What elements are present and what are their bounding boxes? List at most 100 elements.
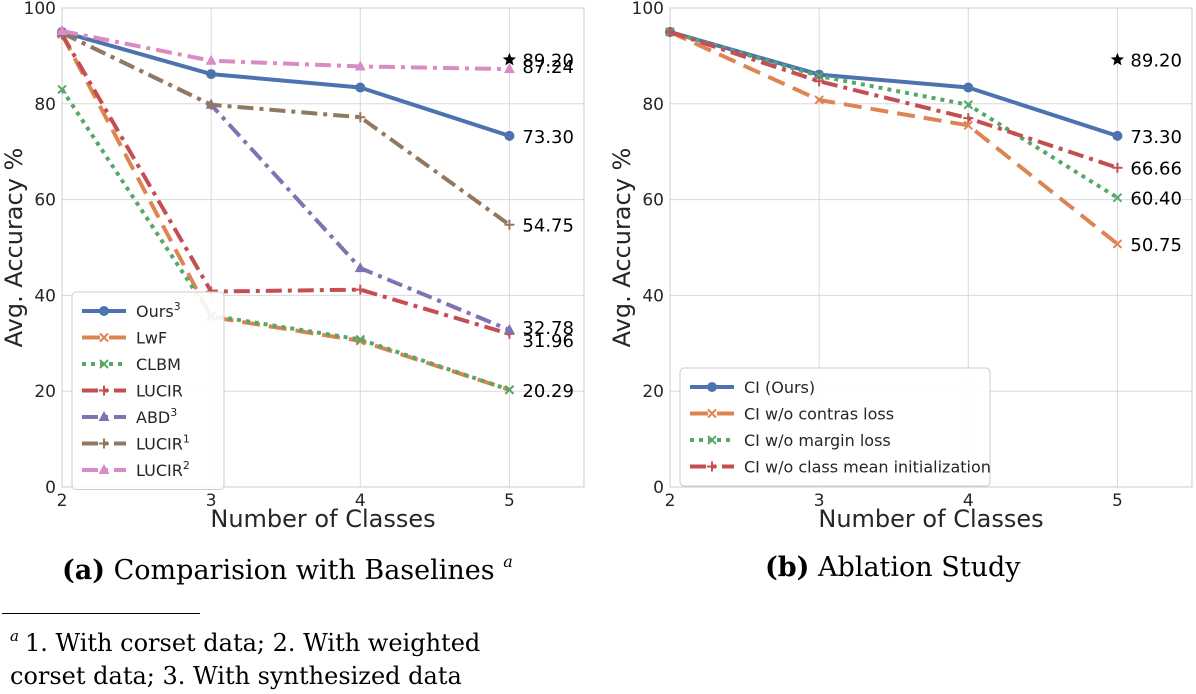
legend-marker <box>707 382 717 392</box>
x-tick-label: 3 <box>814 491 825 511</box>
data-label: 31.96 <box>522 331 574 352</box>
legend-marker <box>707 408 717 419</box>
data-point <box>1112 239 1123 249</box>
data-point <box>206 99 217 110</box>
legend-marker <box>99 385 109 396</box>
series-line <box>669 30 1119 246</box>
data-point <box>355 112 366 123</box>
caption-b: (b) Ablation Study <box>765 552 1021 583</box>
legend-marker <box>707 461 717 472</box>
data-label: 87.24 <box>522 57 574 78</box>
legend-label: CI w/o margin loss <box>744 431 891 450</box>
data-point <box>963 100 973 110</box>
data-point <box>503 63 515 74</box>
x-axis-label: Number of Classes <box>210 505 435 533</box>
data-point <box>1112 162 1123 173</box>
legend-marker <box>99 438 109 449</box>
y-tick-label: 40 <box>34 286 56 306</box>
plot-frame <box>669 7 1193 488</box>
star-point <box>1110 52 1125 66</box>
data-point <box>504 219 515 230</box>
data-label: 89.20 <box>522 51 574 72</box>
series-line <box>669 30 1119 170</box>
data-point <box>814 76 825 87</box>
y-tick-label: 60 <box>642 191 664 211</box>
y-tick-label: 0 <box>45 478 56 498</box>
footnote: a 1. With corset data; 2. With weighted c… <box>10 620 610 693</box>
data-point <box>665 26 675 37</box>
data-point <box>354 60 366 71</box>
footnote-line-1: 1. With corset data; 2. With weighted <box>24 629 481 657</box>
x-tick-label: 5 <box>1112 491 1123 511</box>
data-point <box>355 336 365 346</box>
legend-marker <box>99 359 109 369</box>
legend-superscript: 1 <box>183 433 190 446</box>
series-line <box>61 31 511 332</box>
legend-label: ABD3 <box>136 406 177 427</box>
star-point <box>502 52 517 66</box>
legend-box <box>71 291 225 490</box>
data-point <box>963 82 974 93</box>
y-tick-label: 20 <box>34 382 56 402</box>
legend-marker <box>707 435 717 445</box>
caption-a: (a) Comparision with Baselines a <box>62 552 513 586</box>
data-point <box>504 385 515 395</box>
data-point <box>205 54 217 65</box>
data-label: 89.20 <box>1130 51 1182 72</box>
data-point <box>814 95 824 105</box>
chart-panel-a: 0 20 40 60 80 100 2 3 4 5 Number of Classes Avg. Ac… <box>0 0 585 533</box>
data-point <box>206 69 217 80</box>
footnote-line-2: corset data; 3. With synthesized data <box>10 662 462 690</box>
legend-marker <box>98 464 110 474</box>
series-line <box>669 30 1119 138</box>
legend-label: CI w/o contras loss <box>744 405 894 424</box>
legend-superscript: 2 <box>183 459 190 472</box>
legend: CI (Ours) CI w/o contras loss CI w/o margi… <box>679 367 991 487</box>
series-3 <box>665 26 1123 173</box>
legend-marker <box>99 332 109 343</box>
data-point <box>503 323 515 334</box>
chart-panel-b: 0 20 40 60 80 100 2 3 4 5 Number of Classes Avg. Ac… <box>608 0 1193 533</box>
data-point <box>1112 192 1123 203</box>
series-0 <box>665 26 1123 141</box>
y-tick-label: 80 <box>34 95 56 115</box>
data-point <box>1112 130 1123 141</box>
data-point <box>355 284 366 295</box>
series-1 <box>665 27 1123 249</box>
data-label: 54.75 <box>522 216 574 237</box>
x-tick-label: 5 <box>504 491 515 511</box>
data-label: 73.30 <box>1130 127 1182 148</box>
data-point <box>56 24 68 35</box>
x-tick-label: 4 <box>355 491 366 511</box>
legend-label: LwF <box>136 329 167 348</box>
data-label: 20.29 <box>522 381 574 402</box>
legend-marker <box>99 306 109 316</box>
legend-box <box>679 367 991 487</box>
data-point <box>504 130 515 141</box>
footnote-rule <box>2 613 200 614</box>
data-point <box>963 120 973 131</box>
legend-label: LUCIR2 <box>136 459 190 480</box>
data-point <box>963 113 974 124</box>
y-tick-label: 80 <box>642 95 664 115</box>
legend-label: LUCIR1 <box>136 433 190 454</box>
legend-label: CI w/o class mean initialization <box>744 458 991 477</box>
x-axis-label: Number of Classes <box>818 505 1043 533</box>
footnote-marker: a <box>10 627 19 645</box>
legend-label: Ours3 <box>136 300 181 321</box>
y-tick-label: 40 <box>642 286 664 306</box>
data-point <box>354 262 366 273</box>
series-6 <box>56 24 515 74</box>
y-tick-label: 0 <box>653 478 664 498</box>
legend: Ours3 LwF CLBM LUCIR ABD3 LUCIR1 LUCIR2 <box>71 291 225 490</box>
data-label: 66.66 <box>1130 159 1182 180</box>
x-tick-label: 3 <box>206 491 217 511</box>
data-point <box>355 334 365 345</box>
y-axis-label: Avg. Accuracy % <box>608 148 636 348</box>
data-label: 50.75 <box>1130 235 1182 256</box>
x-tick-label: 2 <box>665 491 676 511</box>
x-tick-label: 4 <box>963 491 974 511</box>
y-tick-label: 60 <box>34 191 56 211</box>
data-label: 73.30 <box>522 127 574 148</box>
series-line <box>61 31 511 227</box>
